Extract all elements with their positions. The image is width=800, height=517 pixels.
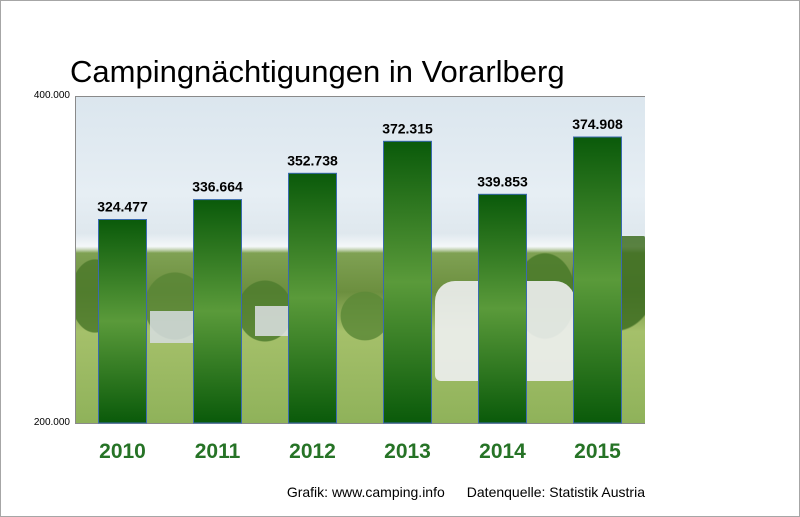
bar-2014: [478, 193, 527, 424]
data-label-2014: 339.853: [477, 173, 528, 189]
data-label-2012: 352.738: [287, 152, 338, 168]
chart-title: Campingnächtigungen in Vorarlberg: [70, 54, 565, 89]
x-tick-label-2013: 2013: [384, 440, 431, 463]
bar-2015: [573, 136, 622, 424]
x-axis-line: [75, 423, 645, 424]
y-tick-label-min: 200.000: [33, 417, 70, 428]
x-tick-label-2010: 2010: [99, 440, 146, 463]
data-label-2013: 372.315: [382, 120, 433, 136]
x-tick-label-2011: 2011: [195, 440, 241, 463]
bar-2010: [98, 219, 147, 424]
x-tick-label-2014: 2014: [479, 440, 526, 463]
data-label-2010: 324.477: [97, 199, 148, 215]
data-label-2011: 336.664: [192, 179, 243, 195]
chart-footer: Grafik: www.camping.info Datenquelle: Sta…: [0, 484, 645, 500]
top-gridline: [75, 96, 645, 97]
x-tick-label-2015: 2015: [574, 440, 621, 463]
data-label-2015: 374.908: [572, 116, 623, 132]
source-text: Datenquelle: Statistik Austria: [466, 484, 645, 500]
x-tick-label-2012: 2012: [289, 440, 336, 463]
bar-2013: [383, 140, 432, 424]
plot-background: [75, 96, 645, 423]
credit-text: Grafik: www.camping.info: [286, 484, 445, 500]
y-tick-label-max: 400.000: [33, 90, 70, 101]
bar-2011: [193, 199, 242, 424]
y-axis-line: [75, 96, 76, 423]
bar-2012: [288, 172, 337, 424]
tent-decoration: [150, 311, 195, 343]
